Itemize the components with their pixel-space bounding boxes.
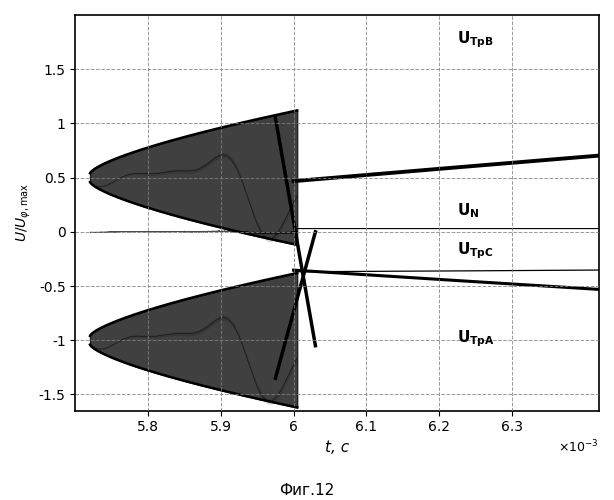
Text: Фиг.12: Фиг.12 — [279, 483, 335, 498]
Text: $\mathbf{U_N}$: $\mathbf{U_N}$ — [457, 201, 480, 220]
Y-axis label: $U / U_{\varphi,\max}$: $U / U_{\varphi,\max}$ — [15, 183, 33, 242]
Text: $\times10^{-3}$: $\times10^{-3}$ — [558, 438, 599, 455]
X-axis label: t, c: t, c — [325, 440, 349, 455]
Text: $\mathbf{U_{TpA}}$: $\mathbf{U_{TpA}}$ — [457, 328, 495, 349]
Text: $\mathbf{U_{TpB}}$: $\mathbf{U_{TpB}}$ — [457, 29, 494, 50]
Text: $\mathbf{U_{TpC}}$: $\mathbf{U_{TpC}}$ — [457, 240, 494, 261]
